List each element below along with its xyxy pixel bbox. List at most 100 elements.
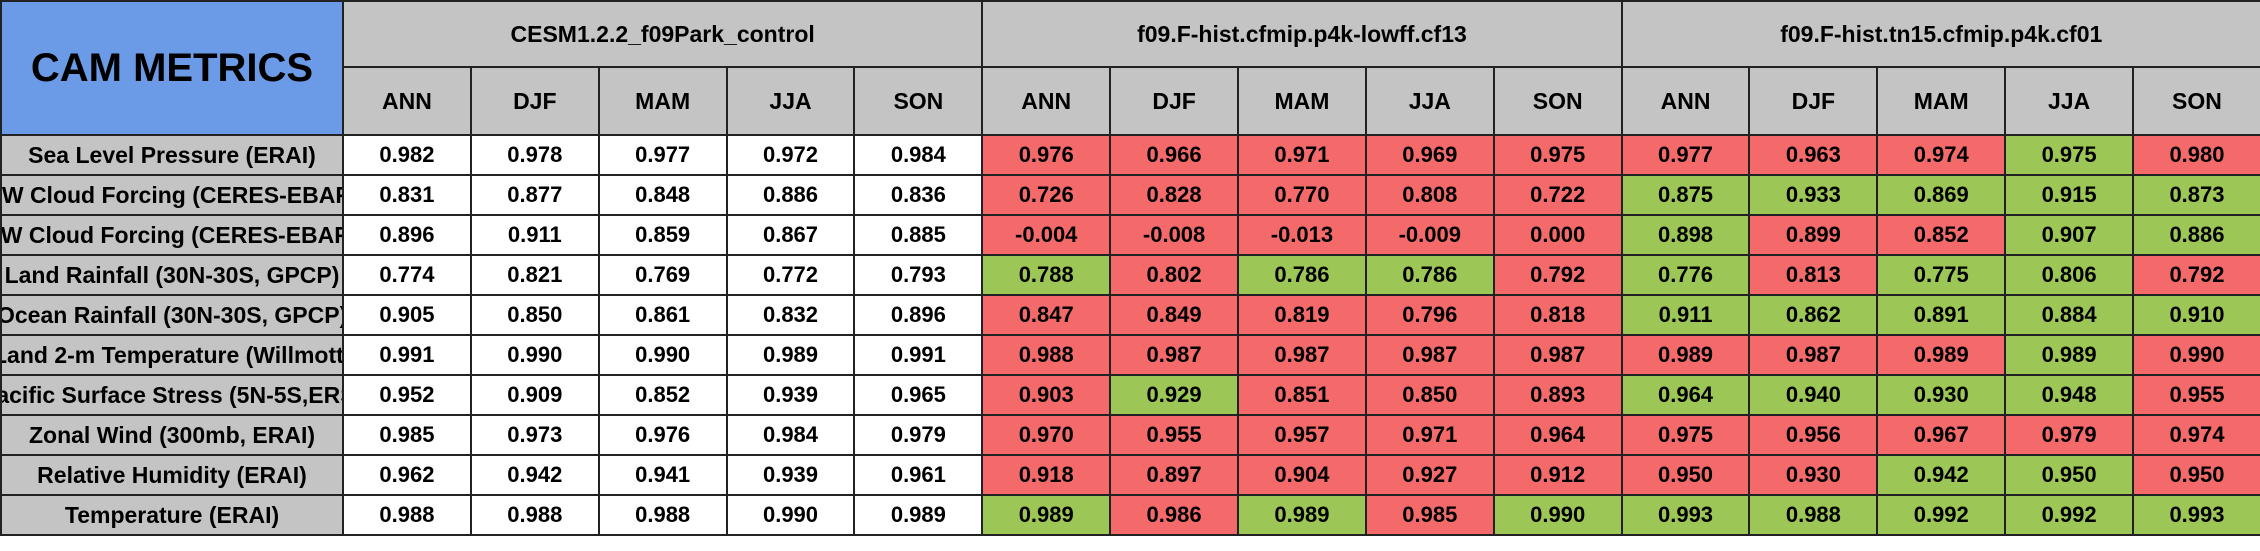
metric-value-cell: 0.869 (1876, 174, 2007, 216)
cam-metrics-table: CAM METRICS CESM1.2.2_f09Park_control f0… (0, 0, 2260, 536)
season-header-mam: MAM (1876, 66, 2007, 136)
metric-value-cell: 0.975 (2004, 134, 2135, 176)
metric-value-cell: 0.985 (342, 414, 472, 456)
metric-value-cell: 0.909 (469, 374, 600, 416)
table-row: SW Cloud Forcing (CERES-EBAF) 0.831 0.877 0… (0, 174, 2260, 216)
metric-value-cell: 0.818 (1492, 294, 1623, 336)
metric-value-cell: 0.990 (1492, 494, 1623, 536)
table-row: Ocean Rainfall (30N-30S, GPCP) 0.905 0.850… (0, 294, 2260, 336)
table-row: Zonal Wind (300mb, ERAI) 0.985 0.973 0.976 0… (0, 414, 2260, 456)
metric-value-cell: 0.891 (1876, 294, 2007, 336)
metric-value-cell: 0.977 (1620, 134, 1751, 176)
metric-value-cell: 0.948 (2004, 374, 2135, 416)
metric-name: LW Cloud Forcing (CERES-EBAF) (1, 221, 343, 248)
season-header-djf: DJF (1748, 66, 1879, 136)
table-row: Relative Humidity (ERAI) 0.962 0.942 0.941 0… (0, 454, 2260, 496)
metric-value-cell: 0.967 (1876, 414, 2007, 456)
season-header-son: SON (2132, 66, 2260, 136)
metric-value-cell: 0.993 (2132, 494, 2260, 536)
metric-value-cell: 0.955 (1109, 414, 1240, 456)
metric-value-cell: 0.991 (342, 334, 472, 376)
metric-value-cell: 0.893 (1492, 374, 1623, 416)
metric-value-cell: 0.836 (853, 174, 984, 216)
metric-value-cell: 0.884 (2004, 294, 2135, 336)
metric-value-cell: 0.896 (853, 294, 984, 336)
season-header-ann: ANN (1620, 66, 1751, 136)
group-header-control: CESM1.2.2_f09Park_control (341, 0, 984, 68)
metric-value-cell: 0.861 (597, 294, 728, 336)
metric-value-cell: 0.950 (2004, 454, 2135, 496)
season-header-djf: DJF (469, 66, 600, 136)
metric-value-cell: 0.806 (2004, 254, 2135, 296)
metric-value-cell: 0.989 (1876, 334, 2007, 376)
metric-value-cell: 0.988 (342, 494, 472, 536)
metric-value-cell: 0.950 (2132, 454, 2260, 496)
season-header-ann: ANN (342, 66, 472, 136)
metric-value-cell: 0.977 (597, 134, 728, 176)
metric-value-cell: 0.982 (342, 134, 472, 176)
table-row: Sea Level Pressure (ERAI) 0.982 0.978 0.977… (0, 134, 2260, 176)
group-header-row: CAM METRICS CESM1.2.2_f09Park_control f0… (0, 0, 2260, 136)
metric-value-cell: 0.786 (1237, 254, 1367, 296)
metric-name: Land 2-m Temperature (Willmott) (1, 341, 343, 368)
metric-value-cell: 0.896 (342, 214, 472, 256)
metric-value-cell: 0.772 (725, 254, 856, 296)
metric-value-cell: 0.992 (1876, 494, 2007, 536)
metric-value-cell: 0.975 (1492, 134, 1623, 176)
metric-value-cell: 0.984 (853, 134, 984, 176)
metric-value-cell: 0.852 (597, 374, 728, 416)
metric-value-cell: 0.939 (725, 454, 856, 496)
metric-value-cell: 0.911 (469, 214, 600, 256)
metric-name-cell: Ocean Rainfall (30N-30S, GPCP) (0, 294, 344, 336)
season-header-ann: ANN (981, 66, 1112, 136)
metric-value-cell: 0.989 (1237, 494, 1367, 536)
metric-value-cell: 0.988 (469, 494, 600, 536)
metric-name-cell: SW Cloud Forcing (CERES-EBAF) (0, 174, 344, 216)
metric-value-cell: 0.770 (1237, 174, 1367, 216)
metric-value-cell: 0.850 (1364, 374, 1495, 416)
table-row: Land 2-m Temperature (Willmott) 0.991 0.99… (0, 334, 2260, 376)
metric-name-cell: Temperature (ERAI) (0, 494, 344, 536)
metric-value-cell: 0.850 (469, 294, 600, 336)
metric-value-cell: 0.873 (2132, 174, 2260, 216)
season-header-djf: DJF (1109, 66, 1240, 136)
metric-value-cell: 0.899 (1748, 214, 1879, 256)
metric-value-cell: 0.802 (1109, 254, 1240, 296)
metric-name: SW Cloud Forcing (CERES-EBAF) (1, 181, 343, 208)
metric-value-cell: 0.722 (1492, 174, 1623, 216)
metric-value-cell: 0.813 (1748, 254, 1879, 296)
metric-value-cell: 0.989 (981, 494, 1112, 536)
metric-value-cell: 0.976 (597, 414, 728, 456)
metric-value-cell: 0.852 (1876, 214, 2007, 256)
metric-value-cell: 0.970 (981, 414, 1112, 456)
metric-value-cell: 0.792 (1492, 254, 1623, 296)
metric-value-cell: 0.000 (1492, 214, 1623, 256)
table-row: LW Cloud Forcing (CERES-EBAF) 0.896 0.911 0… (0, 214, 2260, 256)
metric-value-cell: 0.974 (2132, 414, 2260, 456)
metric-value-cell: -0.004 (981, 214, 1112, 256)
metric-value-cell: 0.987 (1492, 334, 1623, 376)
metric-value-cell: 0.907 (2004, 214, 2135, 256)
metric-value-cell: 0.911 (1620, 294, 1751, 336)
metric-name: Land Rainfall (30N-30S, GPCP) (4, 261, 340, 288)
metric-value-cell: 0.726 (981, 174, 1112, 216)
metric-value-cell: 0.793 (853, 254, 984, 296)
metric-value-cell: 0.912 (1492, 454, 1623, 496)
metric-value-cell: 0.972 (725, 134, 856, 176)
metric-value-cell: 0.974 (1876, 134, 2007, 176)
metric-value-cell: 0.886 (725, 174, 856, 216)
metric-value-cell: 0.886 (2132, 214, 2260, 256)
metric-value-cell: 0.927 (1364, 454, 1495, 496)
season-header-son: SON (853, 66, 984, 136)
metric-name-cell: Sea Level Pressure (ERAI) (0, 134, 344, 176)
metric-name-cell: Relative Humidity (ERAI) (0, 454, 344, 496)
metric-value-cell: 0.942 (469, 454, 600, 496)
metric-value-cell: 0.933 (1748, 174, 1879, 216)
metric-value-cell: 0.984 (725, 414, 856, 456)
metric-value-cell: 0.849 (1109, 294, 1240, 336)
metric-value-cell: 0.957 (1237, 414, 1367, 456)
metric-value-cell: 0.775 (1876, 254, 2007, 296)
metric-value-cell: 0.930 (1748, 454, 1879, 496)
metric-name-cell: Land 2-m Temperature (Willmott) (0, 334, 344, 376)
metric-value-cell: 0.964 (1492, 414, 1623, 456)
